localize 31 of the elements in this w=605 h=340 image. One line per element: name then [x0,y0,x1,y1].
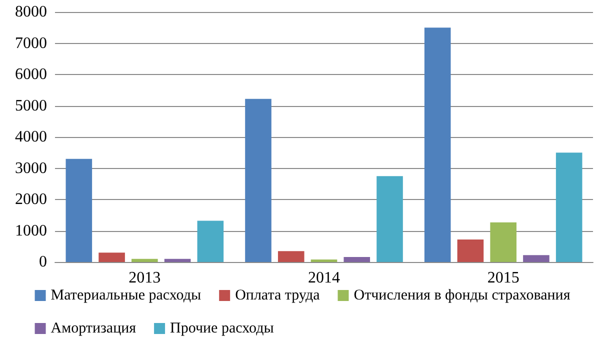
bar [376,176,403,262]
bar [424,28,451,262]
bar [98,252,125,262]
bar [66,158,92,262]
legend-label: Оплата труда [235,288,320,304]
y-tick-label: 3000 [15,160,47,177]
y-tick-label: 0 [39,254,47,270]
bar [344,257,370,262]
bar [457,240,484,262]
legend-label: Отчисления в фонды страхования [354,288,570,304]
bar [197,220,224,262]
bar [278,251,304,262]
x-tick-label: 2014 [308,270,340,286]
x-tick-label: 2015 [487,270,520,286]
legend-label: Прочие расходы [170,320,274,336]
y-tick-label: 7000 [15,34,47,52]
legend-label: Амортизация [50,320,136,336]
y-tick-label: 6000 [15,66,47,83]
y-tick-label: 8000 [15,4,47,20]
y-tick-label: 2000 [15,191,47,208]
y-tick-label: 4000 [15,128,47,146]
y-tick-label: 5000 [15,97,47,114]
bar [523,255,550,262]
bar [556,152,582,262]
bar [490,222,516,262]
legend-label: Материальные расходы [50,288,202,304]
bar [164,258,191,262]
y-tick-label: 1000 [15,222,47,240]
bar [245,98,272,262]
x-tick-label: 2013 [128,270,161,286]
bar [132,258,158,262]
